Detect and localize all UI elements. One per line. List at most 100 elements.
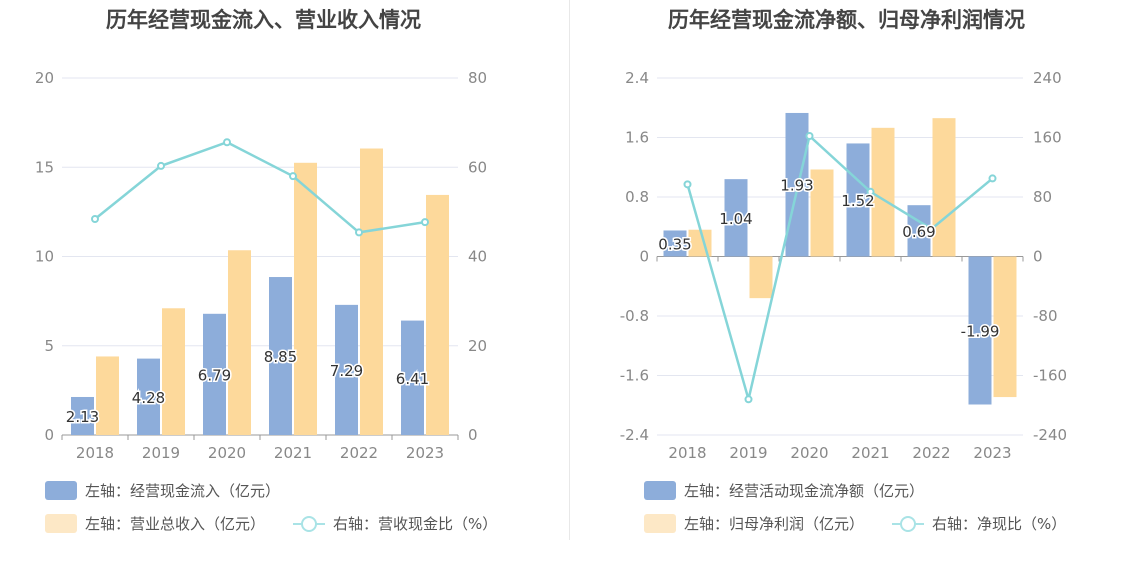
bar-orange <box>810 169 834 257</box>
bar-blue <box>335 304 358 435</box>
legend-item-operating-cash-net[interactable]: 左轴：经营活动现金流净额（亿元） <box>644 480 924 501</box>
y-left-tick-label: 20 <box>35 69 54 87</box>
panel-divider <box>569 0 570 540</box>
chart-title: 历年经营现金流净额、归母净利润情况 <box>668 8 1025 32</box>
y-right-tick-label: 40 <box>468 248 487 266</box>
bar-blue <box>846 143 870 257</box>
line-point <box>355 228 363 237</box>
legend-item-revenue-cash-ratio[interactable]: 右轴：营收现金比（%） <box>293 513 497 534</box>
y-left-tick-label: -1.6 <box>620 367 649 385</box>
x-tick-label: 2021 <box>851 444 889 462</box>
x-tick-label: 2018 <box>668 444 706 462</box>
y-left-tick-label: 0.8 <box>625 188 649 206</box>
y-right-tick-label: 60 <box>468 158 487 176</box>
x-tick-label: 2022 <box>912 444 950 462</box>
y-right-tick-label: 160 <box>1033 129 1062 147</box>
data-label: -1.99 <box>961 323 1000 341</box>
bar-orange <box>749 256 773 299</box>
legend-label: 左轴：营业总收入（亿元） <box>85 515 266 533</box>
y-right-tick-label: 80 <box>468 69 487 87</box>
line-point <box>805 132 814 141</box>
x-tick-label: 2022 <box>340 444 378 462</box>
line-point <box>91 215 99 224</box>
data-label: 8.85 <box>264 348 297 366</box>
y-left-tick-label: -0.8 <box>620 307 649 325</box>
y-right-tick-label: 80 <box>1033 188 1052 206</box>
legend-item-total-revenue[interactable]: 左轴：营业总收入（亿元） <box>45 513 265 534</box>
y-right-tick-label: -240 <box>1033 426 1067 444</box>
line-point <box>683 180 692 189</box>
legend-label: 左轴：经营活动现金流净额（亿元） <box>684 482 925 500</box>
data-label: 0.69 <box>902 223 935 241</box>
line-series <box>686 133 994 400</box>
bar-blue <box>663 230 687 257</box>
chart-panel-right: 历年经营现金流净额、归母净利润情况 -2.4 -1.6 -0.8 0 0.8 1.6 2.4… <box>567 0 1134 582</box>
y-left-tick-label: -2.4 <box>620 426 649 444</box>
bar-blue <box>269 277 292 435</box>
data-label: 6.41 <box>396 370 429 388</box>
bar-orange <box>228 250 251 435</box>
line-point <box>744 395 753 404</box>
bar-blue <box>401 320 424 435</box>
legend-label: 左轴：归母净利润（亿元） <box>684 515 865 533</box>
bar-blue <box>968 256 992 405</box>
line-point <box>289 172 297 181</box>
legend-swatch-bar <box>45 514 77 533</box>
data-label: 1.52 <box>841 192 874 210</box>
legend-swatch-bar <box>45 481 77 500</box>
bar-orange <box>162 308 185 435</box>
line-point <box>927 224 936 233</box>
y-right-tick-label: 0 <box>468 426 478 444</box>
data-label: 1.04 <box>719 210 752 228</box>
data-label: 2.13 <box>66 408 99 426</box>
bar-blue <box>137 358 160 435</box>
x-tick-label: 2021 <box>274 444 312 462</box>
chart-panel-left: 历年经营现金流入、营业收入情况 0 5 10 15 20 0 20 40 60 80 2018 201… <box>35 8 497 534</box>
x-tick-label: 2019 <box>142 444 180 462</box>
bar-orange <box>993 256 1017 398</box>
data-label: 0.35 <box>658 235 691 253</box>
y-right-tick-label: 0 <box>1033 248 1043 266</box>
data-label: 1.93 <box>780 177 813 195</box>
legend-swatch-line <box>892 514 924 533</box>
y-right-tick-label: -80 <box>1033 307 1058 325</box>
chart-title: 历年经营现金流入、营业收入情况 <box>106 8 421 32</box>
y-left-tick-label: 2.4 <box>625 69 649 87</box>
line-point <box>866 187 875 196</box>
y-left-tick-label: 1.6 <box>625 129 649 147</box>
y-left-tick-label: 0 <box>639 248 649 266</box>
x-tick-label: 2019 <box>729 444 767 462</box>
legend-item-net-profit[interactable]: 左轴：归母净利润（亿元） <box>644 513 864 534</box>
line-point <box>223 138 231 147</box>
bar-orange <box>360 148 383 435</box>
legend-swatch-bar <box>644 514 676 533</box>
bar-blue <box>724 179 748 257</box>
legend-label: 右轴：营收现金比（%） <box>333 515 498 533</box>
data-label: 7.29 <box>330 362 363 380</box>
chart-plot-left: 0 5 10 15 20 0 20 40 60 80 2018 2019 2020 2021 2022 202… <box>35 69 487 462</box>
legend-item-cash-inflow[interactable]: 左轴：经营现金流入（亿元） <box>45 480 280 501</box>
bar-orange <box>294 162 317 435</box>
x-tick-label: 2020 <box>790 444 828 462</box>
bar-orange <box>932 118 956 257</box>
line-series <box>94 140 426 234</box>
bar-orange <box>426 194 449 435</box>
line-point <box>988 174 997 183</box>
y-right-tick-label: 240 <box>1033 69 1062 87</box>
line-point <box>157 161 165 170</box>
y-right-tick-label: -160 <box>1033 367 1067 385</box>
x-tick-label: 2020 <box>208 444 246 462</box>
bar-orange <box>871 127 895 257</box>
x-tick-label: 2023 <box>406 444 444 462</box>
legend-label: 左轴：经营现金流入（亿元） <box>85 482 281 500</box>
bar-blue <box>71 396 94 435</box>
legend-label: 右轴：净现比（%） <box>932 515 1067 533</box>
legend-item-net-cash-ratio[interactable]: 右轴：净现比（%） <box>892 513 1066 534</box>
y-left-tick-label: 15 <box>35 158 54 176</box>
data-label: 4.28 <box>132 389 165 407</box>
chart-plot-right: -2.4 -1.6 -0.8 0 0.8 1.6 2.4 -240 -160 -80 0 80 160 2… <box>620 69 1067 462</box>
y-left-tick-label: 10 <box>35 248 54 266</box>
legend-swatch-bar <box>644 481 676 500</box>
bar-orange <box>96 356 119 435</box>
y-left-tick-label: 5 <box>44 337 54 355</box>
